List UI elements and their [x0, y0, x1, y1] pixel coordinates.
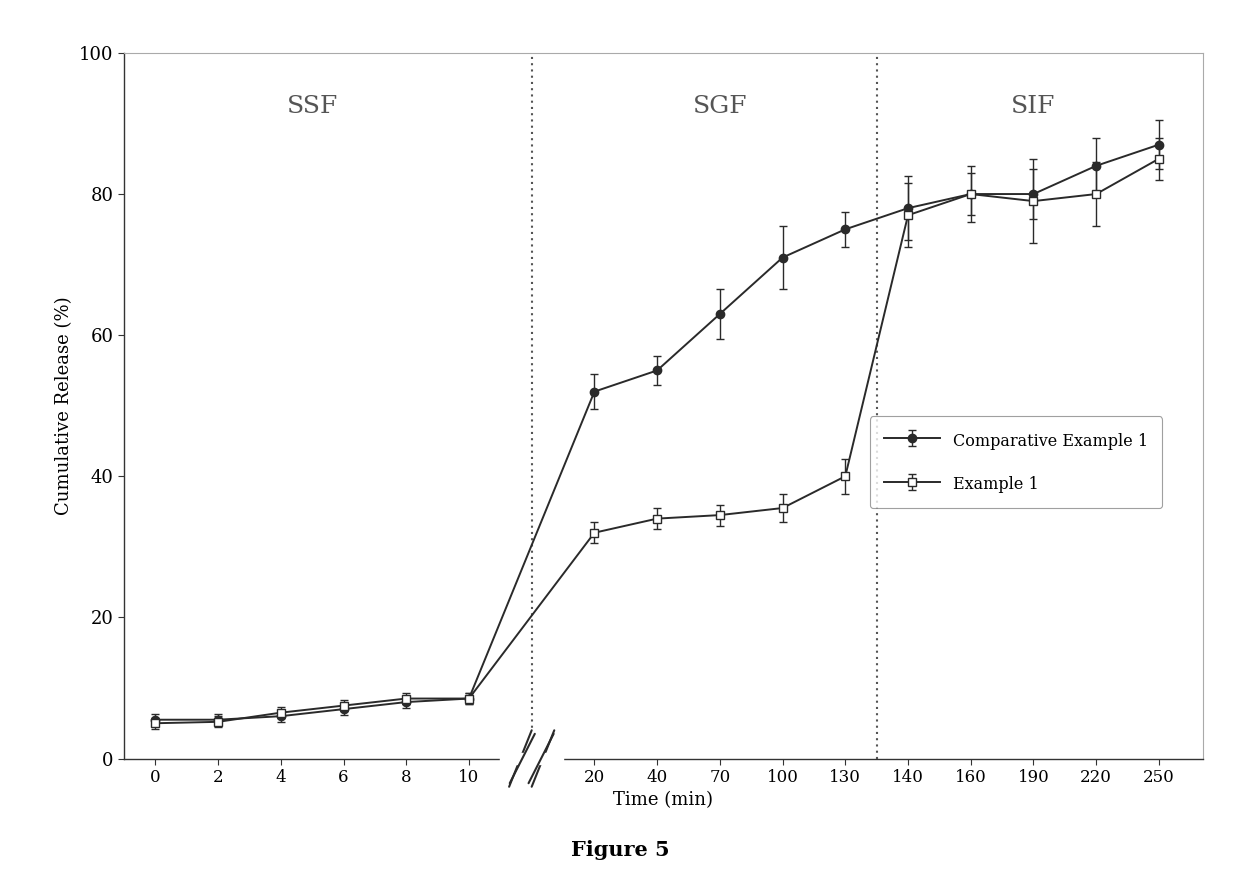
Text: SSF: SSF	[286, 95, 337, 118]
Text: Figure 5: Figure 5	[570, 840, 670, 860]
Y-axis label: Cumulative Release (%): Cumulative Release (%)	[56, 296, 73, 515]
Bar	[500, 730, 563, 787]
Bar	[503, 753, 560, 764]
Legend: Comparative Example 1, Example 1: Comparative Example 1, Example 1	[870, 416, 1162, 508]
Text: SIF: SIF	[1012, 95, 1055, 118]
Text: SGF: SGF	[693, 95, 746, 118]
X-axis label: Time (min): Time (min)	[614, 791, 713, 810]
